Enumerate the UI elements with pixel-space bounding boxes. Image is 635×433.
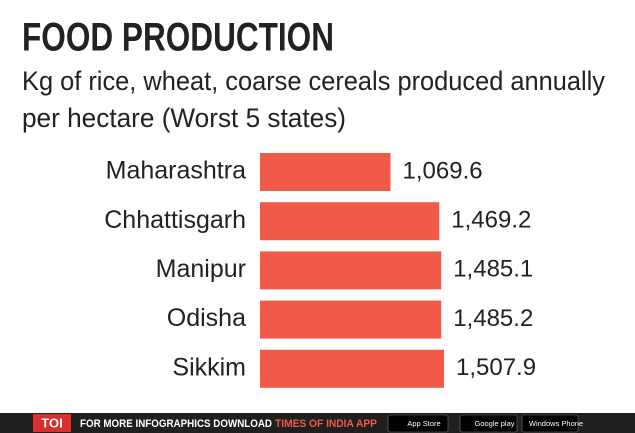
bar <box>260 251 442 290</box>
value-label: 1,485.1 <box>453 256 533 283</box>
store-badge <box>521 414 579 433</box>
value-label: 1,069.6 <box>403 157 483 184</box>
bar <box>260 153 391 191</box>
category-label: Odisha <box>167 304 246 332</box>
footer-logo: TOI <box>41 415 62 430</box>
store-badge-label: App Store <box>407 419 440 428</box>
bar <box>260 349 444 388</box>
chart-subtitle: Kg of rice, wheat, coarse cereals produc… <box>22 66 605 96</box>
footer-text: FOR MORE INFOGRAPHICS DOWNLOAD <box>80 418 272 430</box>
value-label: 1,485.2 <box>453 305 533 332</box>
value-label: 1,507.9 <box>456 354 536 381</box>
footer-app: TIMES OF INDIA APP <box>275 418 377 430</box>
chart-subtitle: per hectare (Worst 5 states) <box>22 103 346 133</box>
store-badge-label: Google play <box>474 419 514 428</box>
category-label: Sikkim <box>172 353 246 381</box>
store-badge-label: Windows Phone <box>529 419 583 428</box>
category-label: Chhattisgarh <box>104 206 246 234</box>
store-badge <box>387 414 449 433</box>
chart-title: FOOD PRODUCTION <box>22 16 334 60</box>
category-label: Maharashtra <box>106 157 246 185</box>
value-label: 1,469.2 <box>451 207 531 234</box>
store-badge <box>459 414 518 433</box>
bar <box>260 202 440 241</box>
footer-logo-bg <box>33 414 71 432</box>
bar <box>260 300 442 339</box>
category-label: Manipur <box>156 255 246 283</box>
